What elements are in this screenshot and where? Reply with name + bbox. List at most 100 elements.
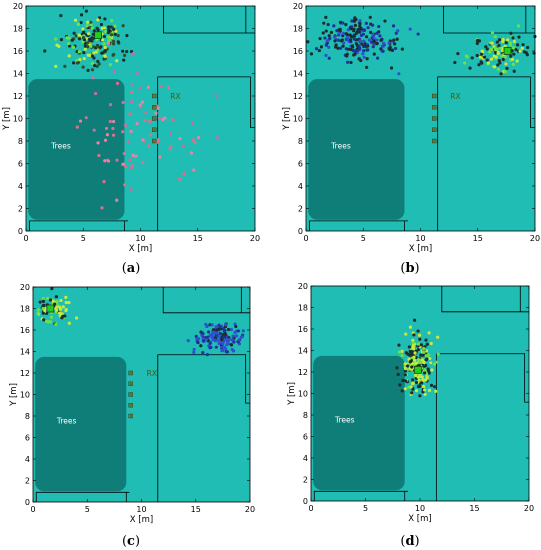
scatter-point xyxy=(511,36,515,40)
scatter-point xyxy=(493,65,497,69)
x-tick-label: 10 xyxy=(135,234,145,243)
scatter-point xyxy=(378,34,382,38)
scatter-point xyxy=(81,27,85,31)
chart-panel-d: Trees 0 5 10 15 20 0 2 4 6 8 10 12 14 16 18 20 X [m] Y [m]… xyxy=(287,282,534,549)
scatter-point xyxy=(86,53,90,57)
scatter-point xyxy=(140,100,145,104)
scatter-point xyxy=(427,388,432,392)
scatter-point xyxy=(340,38,344,42)
y-tick-label: 0 xyxy=(298,227,303,236)
tx-marker xyxy=(503,47,512,55)
y-tick-label: 0 xyxy=(18,227,23,236)
scatter-point xyxy=(515,59,519,63)
x-tick-label: 10 xyxy=(415,234,425,243)
scatter-point xyxy=(414,389,419,393)
scatter-point xyxy=(234,324,238,329)
scatter-point xyxy=(490,31,495,35)
scatter-point xyxy=(143,118,147,123)
scatter-point xyxy=(389,66,394,70)
scatter-point xyxy=(409,351,413,355)
scatter-point xyxy=(102,42,106,46)
scatter-point xyxy=(135,122,139,126)
scatter-point xyxy=(102,34,107,39)
scatter-point xyxy=(220,338,224,342)
scatter-point xyxy=(358,46,362,50)
scatter-point xyxy=(349,60,353,65)
scatter-point xyxy=(423,368,427,372)
scatter-point xyxy=(86,45,90,49)
scatter-point xyxy=(121,130,125,134)
y-tick-label: 2 xyxy=(303,476,308,485)
scatter-point xyxy=(81,36,86,40)
scatter-point xyxy=(364,21,368,25)
scatter-point xyxy=(67,44,72,48)
scatter-point xyxy=(405,364,410,368)
scatter-point xyxy=(337,31,341,36)
scatter-point xyxy=(408,325,413,329)
y-tick-label: 18 xyxy=(298,304,308,313)
scatter-point xyxy=(404,332,408,336)
scatter-point xyxy=(346,28,350,32)
rx-marker xyxy=(128,370,133,376)
building-wall xyxy=(35,491,127,502)
scatter-point xyxy=(116,40,120,44)
scatter-point xyxy=(410,365,414,369)
scatter-point xyxy=(356,27,360,32)
scatter-point xyxy=(108,103,113,107)
scatter-point xyxy=(422,350,426,354)
y-tick-label: 12 xyxy=(13,92,23,101)
scatter-point xyxy=(362,55,366,59)
scatter-point xyxy=(223,332,228,337)
x-tick-label: 0 xyxy=(308,504,313,513)
scatter-point xyxy=(422,346,426,351)
scatter-point xyxy=(99,45,103,49)
scatter-point xyxy=(412,355,416,359)
scatter-point xyxy=(195,340,200,344)
y-tick-label: 14 xyxy=(20,348,30,357)
y-tick-label: 2 xyxy=(25,477,30,486)
trees-area xyxy=(35,356,127,492)
scatter-point xyxy=(352,49,356,53)
scatter-point xyxy=(412,318,417,322)
scatter-point xyxy=(91,76,95,80)
scatter-point xyxy=(46,296,50,300)
scatter-point xyxy=(364,35,369,39)
scatter-point xyxy=(77,37,82,41)
scatter-point xyxy=(121,49,125,53)
scatter-point xyxy=(333,39,337,43)
scatter-point xyxy=(349,27,353,31)
tx-marker xyxy=(46,304,55,313)
scatter-point xyxy=(403,362,407,366)
scatter-point xyxy=(229,343,233,347)
scatter-point xyxy=(396,29,400,33)
scatter-point xyxy=(135,71,139,75)
scatter-point xyxy=(73,18,78,22)
y-tick-label: 18 xyxy=(293,25,303,34)
scatter-point xyxy=(95,44,99,49)
x-tick-label: 20 xyxy=(245,505,255,514)
scatter-point xyxy=(464,54,468,58)
scatter-point xyxy=(503,55,507,59)
scatter-point xyxy=(468,66,472,70)
scatter-point xyxy=(497,44,501,48)
scatter-point xyxy=(129,187,133,191)
scatter-point xyxy=(54,295,58,299)
scatter-point xyxy=(108,63,112,67)
scatter-point xyxy=(358,24,362,28)
scatter-point xyxy=(125,34,129,38)
scatter-point xyxy=(112,52,116,57)
scatter-point xyxy=(168,132,173,136)
scatter-point xyxy=(408,27,412,31)
scatter-point xyxy=(365,57,369,61)
scatter-point xyxy=(424,349,429,353)
scatter-point xyxy=(362,28,366,32)
scatter-point xyxy=(41,311,45,315)
scatter-point xyxy=(421,353,425,357)
building-wall xyxy=(309,220,405,231)
building-wall xyxy=(162,287,250,314)
scatter-point xyxy=(344,22,348,27)
scatter-point xyxy=(456,52,460,56)
scatter-point xyxy=(419,343,424,347)
scatter-point xyxy=(371,45,375,49)
scatter-point xyxy=(470,56,474,60)
